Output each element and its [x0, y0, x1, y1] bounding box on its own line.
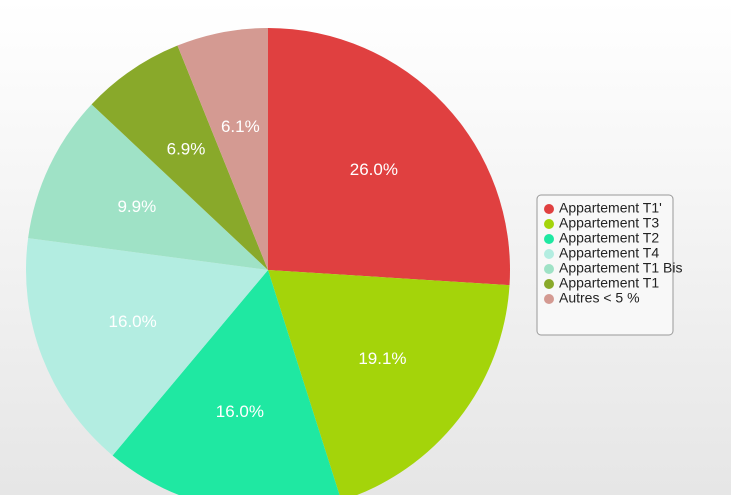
slice-label: 6.9% — [167, 140, 206, 159]
legend-label: Appartement T3 — [559, 215, 659, 231]
legend-label: Appartement T1 Bis — [559, 260, 682, 276]
pie-slice — [26, 238, 268, 456]
pie-slice — [28, 104, 269, 270]
legend-marker — [544, 294, 554, 304]
legend-label: Appartement T2 — [559, 230, 659, 246]
pie-slice — [91, 45, 268, 270]
slice-label: 16.0% — [216, 402, 264, 421]
pie-slice — [112, 270, 340, 495]
legend-marker — [544, 219, 554, 229]
pie-slice — [268, 270, 510, 495]
legend-marker — [544, 204, 554, 214]
legend-box — [536, 194, 674, 336]
slice-label: 26.0% — [350, 160, 398, 179]
legend-marker — [544, 264, 554, 274]
slice-label: 16.0% — [109, 312, 157, 331]
legend-label: Appartement T1' — [559, 200, 662, 216]
legend-label: Appartement T1 — [559, 275, 659, 291]
legend-marker — [544, 234, 554, 244]
slice-label: 6.1% — [221, 117, 260, 136]
pie-slice — [177, 28, 268, 270]
legend-marker — [544, 249, 554, 259]
legend-marker — [544, 279, 554, 289]
slice-label: 9.9% — [117, 197, 156, 216]
slice-label: 19.1% — [358, 349, 406, 368]
legend-label: Autres < 5 % — [559, 290, 640, 306]
legend-label: Appartement T4 — [559, 245, 659, 261]
pie-slice — [268, 28, 510, 286]
